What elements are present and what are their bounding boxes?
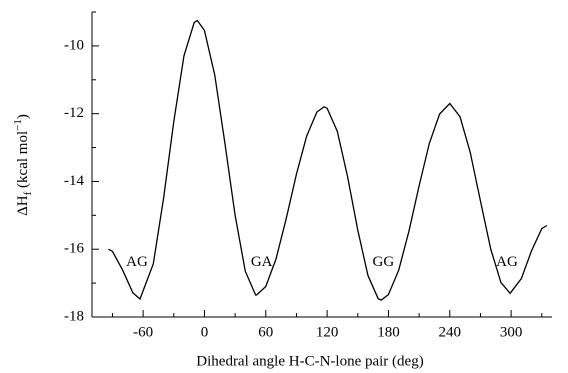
- x-tick-label: 120: [316, 324, 339, 340]
- y-label-part: (kcal mol: [15, 131, 31, 192]
- y-tick-label: -16: [64, 241, 84, 257]
- annotation: GA: [251, 254, 273, 270]
- y-tick-label: -18: [64, 308, 84, 324]
- annotation: AG: [126, 254, 148, 270]
- y-axis-label: ΔHf (kcal mol−1): [12, 114, 34, 216]
- line-series: [108, 19, 548, 301]
- x-tick-label: 300: [500, 324, 523, 340]
- y-tick-label: -14: [64, 173, 84, 189]
- y-label-part: ΔH: [15, 195, 31, 216]
- annotation: GG: [372, 254, 394, 270]
- x-tick-label: 180: [377, 324, 400, 340]
- x-tick-label: 60: [258, 324, 273, 340]
- x-tick-label: 240: [439, 324, 462, 340]
- y-label-part: ): [15, 114, 31, 119]
- y-tick-label: -10: [64, 37, 84, 53]
- x-tick-label: -60: [133, 324, 153, 340]
- y-tick-label: -12: [64, 105, 84, 121]
- y-label-sub: f: [22, 191, 34, 195]
- annotation: AG: [496, 254, 518, 270]
- x-tick-label: 0: [201, 324, 209, 340]
- x-axis-label: Dihedral angle H-C-N-lone pair (deg): [196, 353, 423, 369]
- y-label-sup: −1: [12, 119, 24, 131]
